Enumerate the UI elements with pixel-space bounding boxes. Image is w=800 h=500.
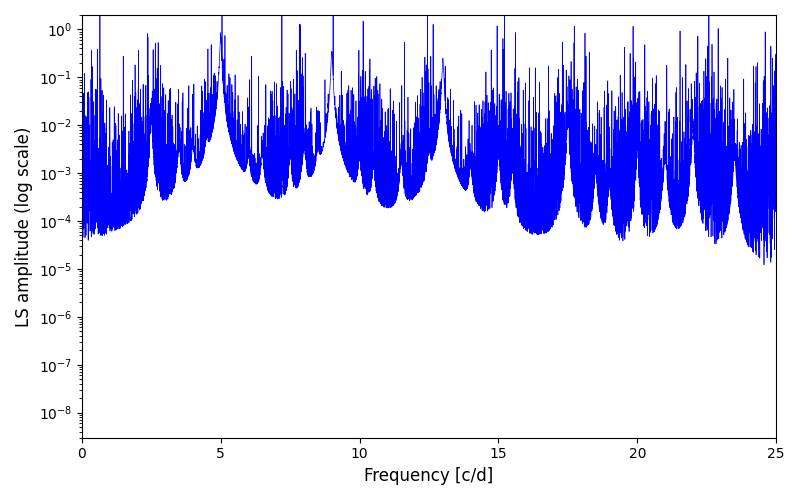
Y-axis label: LS amplitude (log scale): LS amplitude (log scale) xyxy=(15,126,33,326)
X-axis label: Frequency [c/d]: Frequency [c/d] xyxy=(364,467,494,485)
